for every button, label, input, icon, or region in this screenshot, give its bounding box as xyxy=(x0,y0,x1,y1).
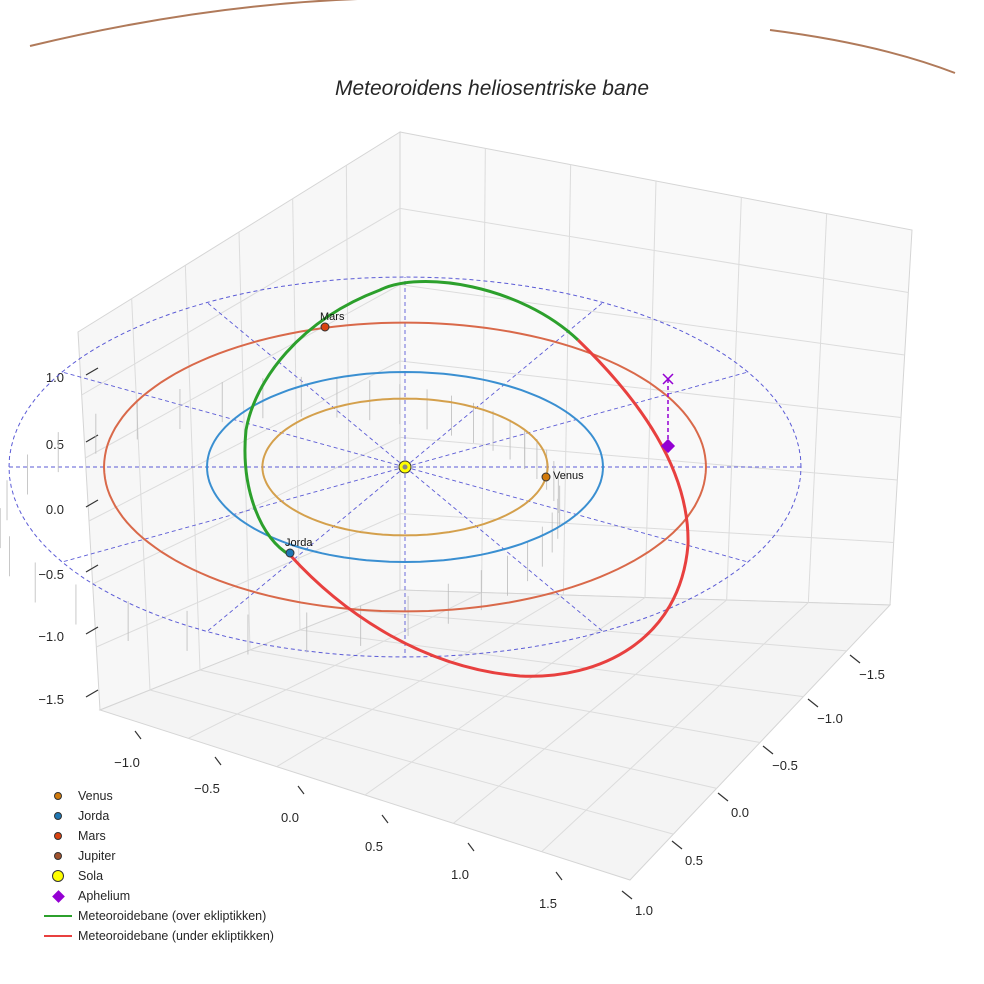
x-tick-label: 0.5 xyxy=(365,839,383,854)
legend-label: Jorda xyxy=(78,809,110,823)
legend-item: Mars xyxy=(38,826,274,846)
legend-label: Aphelium xyxy=(78,889,131,903)
z-tick-mark xyxy=(85,564,99,573)
z-tick-label: 0.5 xyxy=(46,437,64,452)
y-tick-mark xyxy=(671,840,683,850)
x-tick-label: −1.0 xyxy=(114,755,140,770)
z-tick-label: −0.5 xyxy=(38,567,64,582)
x-tick-mark xyxy=(381,814,389,824)
meteoroid-orbit xyxy=(243,280,690,678)
legend-label: Jupiter xyxy=(78,849,116,863)
dot-swatch xyxy=(54,832,62,840)
y-tick-mark xyxy=(849,654,861,664)
legend-symbol xyxy=(38,846,78,866)
orbit-jupiter-right xyxy=(769,29,956,74)
legend-item: Jorda xyxy=(38,806,274,826)
legend-item: Aphelium xyxy=(38,886,274,906)
orbit-jupiter-left xyxy=(29,0,358,47)
chart-title: Meteoroidens heliosentriske bane xyxy=(335,77,649,100)
z-tick-mark xyxy=(85,367,99,376)
orbit-venus xyxy=(261,397,549,537)
planet-label-venus: Venus xyxy=(553,470,584,482)
x-tick-mark xyxy=(555,871,563,881)
gridline-floor-b xyxy=(349,609,847,652)
legend-label: Mars xyxy=(78,829,106,843)
x-tick-mark xyxy=(214,756,222,766)
legend: Venus Jorda Mars Jupiter Sola Aphelium Meteoro… xyxy=(38,786,274,946)
planet-orbits xyxy=(29,0,956,613)
y-tick-mark xyxy=(762,745,774,755)
planet-marker-jorda xyxy=(285,548,295,558)
x-tick-mark xyxy=(297,785,305,795)
legend-item: Meteoroidebane (over ekliptikken) xyxy=(38,906,274,926)
ecliptic-ring xyxy=(8,276,802,658)
y-tick-label: 0.0 xyxy=(731,805,749,820)
aphelion-marker xyxy=(660,438,676,454)
legend-item: Sola xyxy=(38,866,274,886)
x-tick-label: 1.0 xyxy=(451,867,469,882)
dot-swatch xyxy=(54,852,62,860)
x-tick-label: −0.5 xyxy=(194,781,220,796)
x-tick-mark xyxy=(467,842,475,852)
legend-symbol xyxy=(38,786,78,806)
x-tick-mark xyxy=(134,730,142,740)
legend-label: Meteoroidebane (under ekliptikken) xyxy=(78,929,274,943)
planet-label-mars: Mars xyxy=(320,311,345,323)
axis-gridlines xyxy=(81,148,909,853)
y-tick-label: −1.0 xyxy=(817,711,843,726)
axis-ticks: 1.0 0.5 0.0 −0.5 −1.0 −1.5 −1.0 −0.5 0.0 0.5 1.0 1.… xyxy=(38,367,885,918)
z-tick-mark xyxy=(85,689,99,698)
legend-label: Sola xyxy=(78,869,104,883)
markers: Venus Jorda Mars xyxy=(285,311,676,558)
legend-symbol xyxy=(38,906,78,926)
y-tick-label: 0.5 xyxy=(685,853,703,868)
gridline-left-v xyxy=(345,165,351,611)
planet-marker-venus xyxy=(541,472,551,482)
legend-symbol xyxy=(38,886,78,906)
legend-symbol xyxy=(38,866,78,886)
legend-item: Venus xyxy=(38,786,274,806)
planet-marker-mars xyxy=(320,322,330,332)
axis-panes xyxy=(77,131,913,881)
gridline-right-v xyxy=(807,213,828,603)
legend-symbol xyxy=(38,826,78,846)
legend-label: Venus xyxy=(78,789,113,803)
legend-item: Meteoroidebane (under ekliptikken) xyxy=(38,926,274,946)
dot-swatch xyxy=(54,792,62,800)
y-tick-mark xyxy=(807,698,819,708)
y-tick-label: 1.0 xyxy=(635,903,653,918)
z-tick-label: 0.0 xyxy=(46,502,64,517)
meteoroid-orbit-above xyxy=(243,280,580,557)
y-tick-mark xyxy=(621,890,633,900)
diamond-swatch xyxy=(51,889,65,903)
legend-symbol xyxy=(38,926,78,946)
bigdot-swatch xyxy=(52,870,64,882)
dot-swatch xyxy=(54,812,62,820)
z-tick-mark xyxy=(85,626,99,635)
legend-symbol xyxy=(38,806,78,826)
y-tick-label: −0.5 xyxy=(772,758,798,773)
z-tick-label: −1.0 xyxy=(38,629,64,644)
x-tick-label: 1.5 xyxy=(539,896,557,911)
planet-label-jorda: Jorda xyxy=(285,537,313,549)
orbit-mars xyxy=(102,321,707,613)
orbit-jorda xyxy=(205,370,604,564)
z-tick-mark xyxy=(85,499,99,508)
y-tick-mark xyxy=(717,792,729,802)
legend-item: Jupiter xyxy=(38,846,274,866)
sun-core xyxy=(402,464,408,470)
z-tick-label: −1.5 xyxy=(38,692,64,707)
y-tick-label: −1.5 xyxy=(859,667,885,682)
legend-label: Meteoroidebane (over ekliptikken) xyxy=(78,909,267,923)
line-swatch xyxy=(44,915,72,917)
pane-right xyxy=(399,131,913,606)
aphelion-projection-x xyxy=(662,373,674,385)
line-swatch xyxy=(44,935,72,937)
x-tick-label: 0.0 xyxy=(281,810,299,825)
z-tick-label: 1.0 xyxy=(46,370,64,385)
meteoroid-orbit-below xyxy=(288,338,690,678)
